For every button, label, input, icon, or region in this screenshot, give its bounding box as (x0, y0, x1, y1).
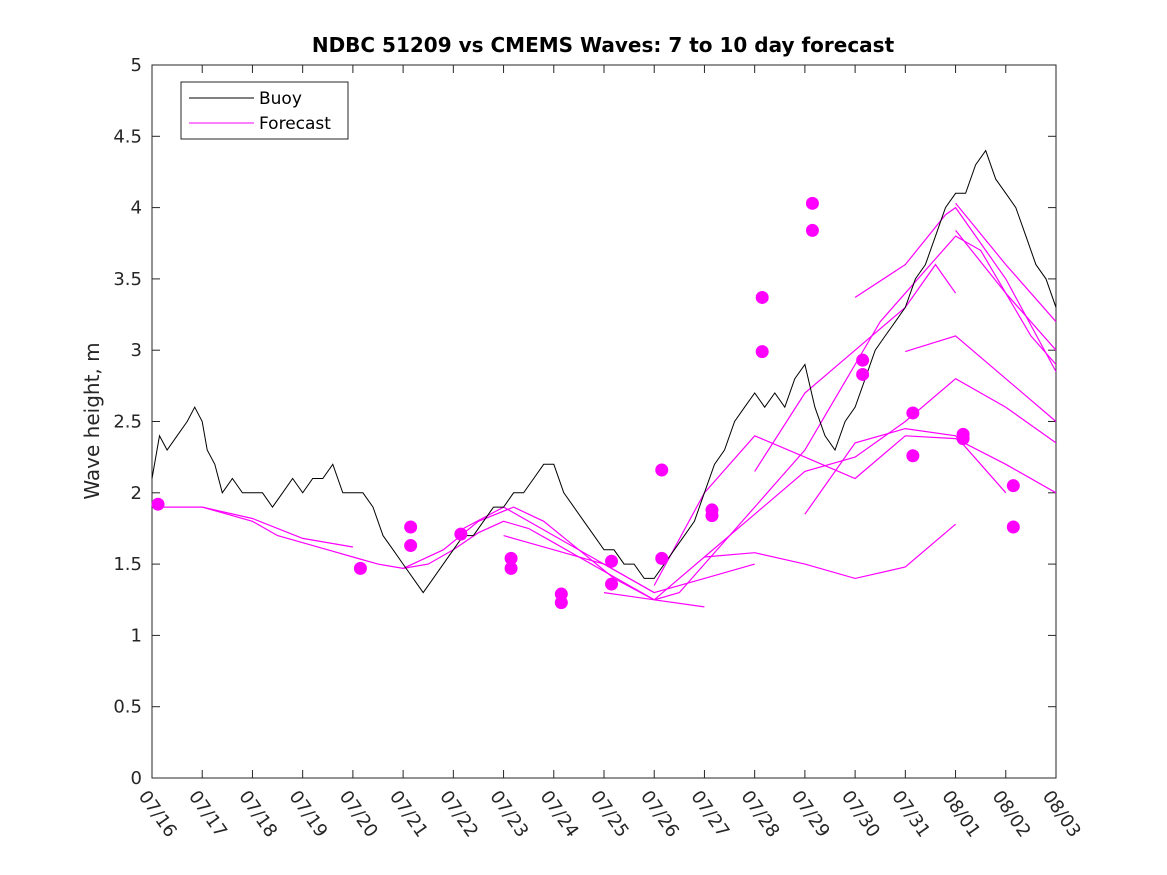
y-tick-label: 0.5 (113, 697, 142, 718)
forecast-marker (504, 551, 518, 565)
legend-buoy-label: Buoy (259, 89, 302, 109)
forecast-series-line (157, 235, 1057, 601)
forecast-line (704, 523, 956, 580)
y-tick-label: 2.5 (113, 412, 142, 433)
forecast-marker (554, 596, 568, 610)
y-tick-label: 1.5 (113, 554, 142, 575)
forecast-marker (504, 561, 518, 575)
forecast-marker (655, 551, 669, 565)
forecast-marker (151, 497, 165, 511)
forecast-line (603, 377, 1057, 601)
forecast-marker (404, 520, 418, 534)
chart-title: NDBC 51209 vs CMEMS Waves: 7 to 10 day f… (312, 33, 895, 57)
forecast-marker (956, 432, 970, 446)
forecast-line (804, 427, 1007, 515)
forecast-marker (404, 539, 418, 553)
forecast-marker (755, 290, 769, 304)
y-tick-label: 3 (131, 340, 142, 361)
y-tick-label: 2 (131, 483, 142, 504)
y-tick-label: 4.5 (113, 126, 142, 147)
forecast-marker (705, 509, 719, 523)
forecast-marker (805, 196, 819, 210)
buoy-series-line (151, 149, 1057, 594)
legend-box (180, 81, 349, 140)
y-axis-label: Wave height, m (80, 342, 104, 499)
forecast-marker (906, 406, 920, 420)
legend-forecast-label: Forecast (259, 114, 331, 134)
forecast-line (202, 506, 354, 548)
forecast-line (754, 263, 957, 472)
forecast-marker (1006, 520, 1020, 534)
forecast-marker (856, 367, 870, 381)
forecast-marker (755, 345, 769, 359)
forecast-marker (605, 577, 619, 591)
forecast-marker (605, 554, 619, 568)
y-tick-label: 1 (131, 625, 142, 646)
forecast-line (653, 435, 1057, 586)
forecast-marker (454, 527, 468, 541)
forecast-line (503, 535, 755, 594)
forecast-marker (353, 561, 367, 575)
forecast-line (854, 206, 1057, 372)
forecast-line (955, 202, 1057, 323)
forecast-marker (856, 353, 870, 367)
y-tick-label: 3.5 (113, 269, 142, 290)
forecast-marker (1006, 479, 1020, 493)
y-tick-label: 5 (131, 55, 142, 76)
y-tick-label: 0 (131, 768, 142, 789)
forecast-marker (805, 223, 819, 237)
legend: Buoy Forecast (180, 81, 349, 140)
forecast-marker (655, 463, 669, 477)
y-tick-label: 4 (131, 198, 142, 219)
forecast-line (905, 335, 1057, 422)
forecast-marker (906, 449, 920, 463)
